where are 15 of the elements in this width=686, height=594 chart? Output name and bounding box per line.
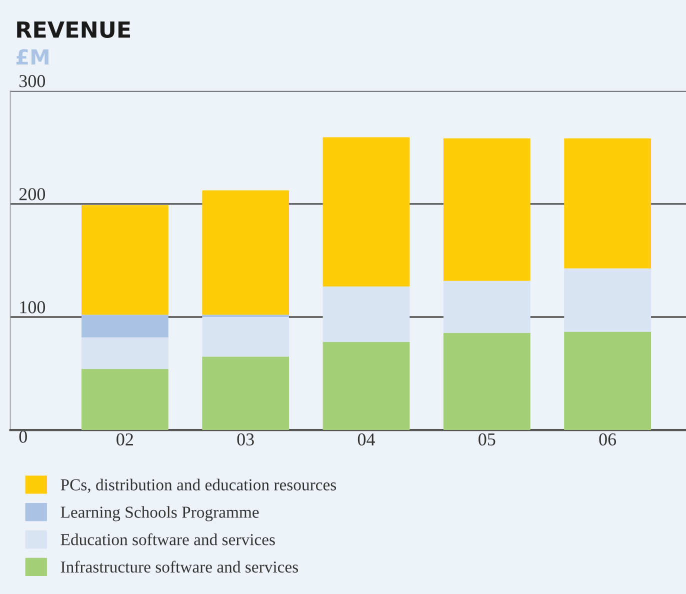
legend-label: Education software and services <box>60 533 275 546</box>
y-tick-label: 100 <box>20 301 46 314</box>
chart-subtitle: £M <box>16 49 48 65</box>
y-tick-label: 0 <box>19 430 27 443</box>
x-tick-label: 05 <box>478 433 496 446</box>
legend-label: Infrastructure software and services <box>60 560 298 573</box>
x-tick-label: 02 <box>116 433 133 446</box>
y-tick-label: 300 <box>19 75 46 88</box>
x-tick-label: 03 <box>237 433 254 446</box>
y-tick-label: 200 <box>19 188 46 200</box>
x-tick-label: 04 <box>358 433 375 446</box>
chart-title: REVENUE <box>17 21 130 38</box>
x-tick-label: 06 <box>599 433 616 446</box>
legend-label: PCs, distribution and education resources <box>60 478 336 493</box>
legend-label: Learning Schools Programme <box>60 506 259 522</box>
